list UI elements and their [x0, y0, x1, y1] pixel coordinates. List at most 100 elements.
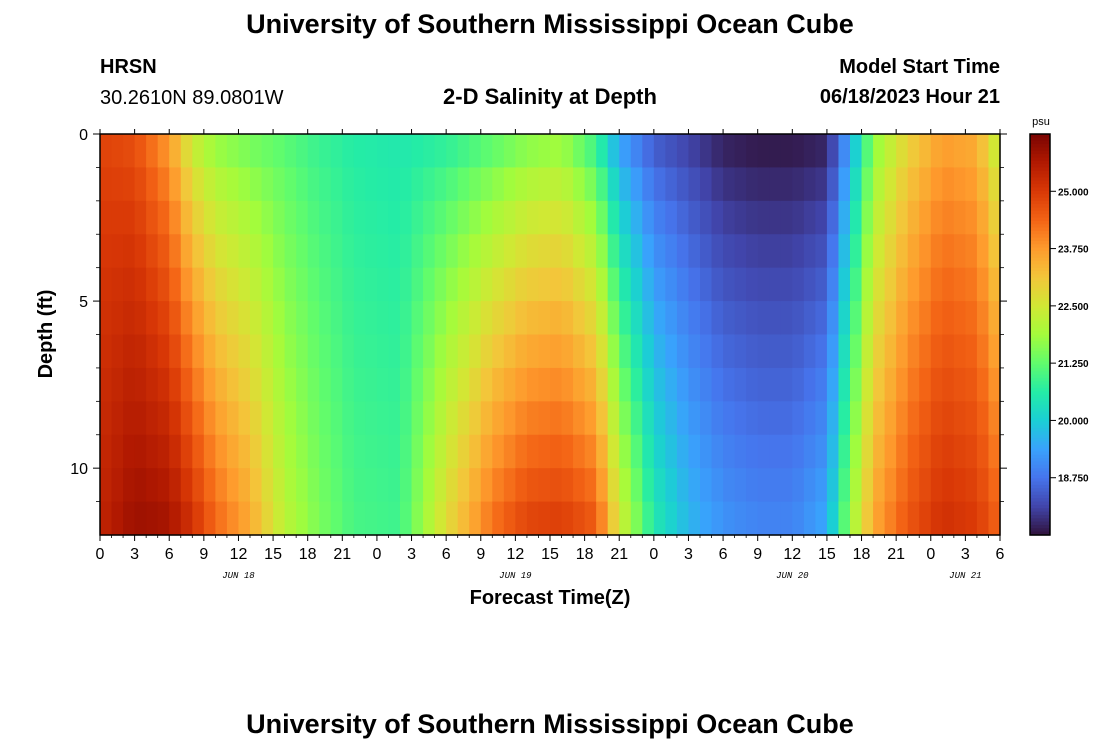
- heatmap-cell: [157, 134, 170, 169]
- heatmap-cell: [930, 167, 943, 202]
- heatmap-cell: [400, 134, 413, 169]
- heatmap-cell: [261, 167, 274, 202]
- colorbar-segment: [1030, 207, 1050, 212]
- heatmap-cell: [676, 267, 690, 302]
- heatmap-cell: [746, 234, 759, 269]
- heatmap-cell: [561, 401, 574, 436]
- heatmap-cell: [515, 334, 528, 369]
- heatmap-cell: [596, 267, 609, 302]
- heatmap-cell: [180, 267, 193, 302]
- heatmap-cell: [896, 367, 909, 402]
- heatmap-cell: [861, 200, 874, 235]
- heatmap-cell: [861, 367, 874, 402]
- heatmap-cell: [723, 334, 736, 369]
- heatmap-cell: [630, 501, 643, 536]
- heatmap-cell: [423, 334, 436, 369]
- heatmap-cell: [850, 334, 863, 369]
- heatmap-cell: [261, 334, 274, 369]
- heatmap-cell: [953, 468, 966, 503]
- heatmap-cell: [630, 301, 643, 336]
- heatmap-cell: [330, 434, 343, 469]
- heatmap-cell: [123, 200, 136, 235]
- heatmap-cell: [942, 501, 955, 536]
- heatmap-cell: [434, 434, 447, 469]
- heatmap-cell: [734, 134, 747, 169]
- heatmap-cell: [203, 501, 216, 536]
- heatmap-cell: [573, 234, 586, 269]
- heatmap-cell: [711, 234, 724, 269]
- heatmap-cell: [284, 334, 297, 369]
- heatmap-cell: [930, 367, 943, 402]
- heatmap-cell: [596, 134, 609, 169]
- heatmap-cell: [134, 134, 147, 169]
- heatmap-cell: [700, 401, 713, 436]
- heatmap-cell: [723, 501, 736, 536]
- heatmap-cell: [538, 301, 551, 336]
- heatmap-cell: [907, 134, 920, 169]
- heatmap-cell: [434, 401, 447, 436]
- colorbar-segment: [1030, 277, 1050, 282]
- heatmap-cell: [792, 167, 805, 202]
- heatmap-cell: [400, 367, 413, 402]
- heatmap-cell: [365, 501, 378, 536]
- heatmap-cell: [273, 401, 286, 436]
- colorbar-segment: [1030, 224, 1050, 229]
- chart-subtitle: 2-D Salinity at Depth: [443, 84, 657, 109]
- heatmap-cell: [319, 200, 332, 235]
- colorbar-segment: [1030, 524, 1050, 529]
- heatmap-cell: [607, 434, 620, 469]
- heatmap-cell: [942, 200, 955, 235]
- heatmap-cell: [746, 434, 759, 469]
- heatmap-cell: [734, 334, 747, 369]
- heatmap-cell: [815, 234, 828, 269]
- heatmap-cell: [123, 367, 136, 402]
- heatmap-cell: [273, 200, 286, 235]
- heatmap-cell: [526, 468, 540, 503]
- heatmap-cell: [665, 367, 678, 402]
- heatmap-cell: [850, 267, 863, 302]
- heatmap-cell: [457, 334, 470, 369]
- x-tick-label: 0: [372, 546, 381, 563]
- heatmap-cell: [561, 334, 574, 369]
- heatmap-cell: [526, 367, 540, 402]
- model-start-value: 06/18/2023 Hour 21: [819, 86, 1000, 108]
- heatmap-cell: [457, 134, 470, 169]
- heatmap-cell: [700, 267, 713, 302]
- heatmap-cell: [215, 434, 228, 469]
- heatmap-cell: [769, 234, 782, 269]
- heatmap-cell: [976, 200, 990, 235]
- heatmap-cell: [538, 267, 551, 302]
- colorbar-segment: [1030, 334, 1050, 339]
- heatmap-cell: [250, 334, 263, 369]
- heatmap-cell: [411, 401, 424, 436]
- colorbar-segment: [1030, 501, 1050, 506]
- heatmap-cell: [134, 234, 147, 269]
- heatmap-cell: [676, 434, 690, 469]
- heatmap-cell: [446, 367, 459, 402]
- heatmap-cell: [792, 367, 805, 402]
- heatmap-cell: [619, 334, 632, 369]
- heatmap-cell: [296, 468, 309, 503]
- heatmap-cell: [676, 401, 690, 436]
- heatmap-cell: [642, 468, 655, 503]
- heatmap-cell: [930, 301, 943, 336]
- heatmap-cell: [215, 501, 228, 536]
- heatmap-cell: [342, 434, 355, 469]
- heatmap-cell: [665, 167, 678, 202]
- heatmap-cell: [180, 468, 193, 503]
- colorbar-segment: [1030, 441, 1050, 446]
- heatmap-cell: [746, 134, 759, 169]
- heatmap-cell: [619, 200, 632, 235]
- heatmap-cell: [376, 267, 390, 302]
- colorbar-segment: [1030, 421, 1050, 426]
- x-tick-label: 21: [333, 546, 351, 563]
- heatmap-cell: [953, 401, 966, 436]
- heatmap-cell: [873, 134, 886, 169]
- heatmap-cell: [550, 334, 563, 369]
- colorbar-segment: [1030, 190, 1050, 195]
- heatmap-cell: [965, 267, 978, 302]
- heatmap-cell: [226, 267, 240, 302]
- heatmap-cell: [780, 267, 793, 302]
- colorbar-segment: [1030, 418, 1050, 422]
- heatmap-cell: [711, 200, 724, 235]
